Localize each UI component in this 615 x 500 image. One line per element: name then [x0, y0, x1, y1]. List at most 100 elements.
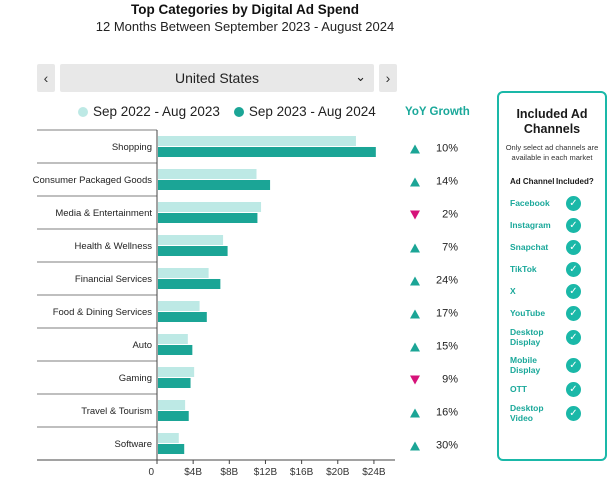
category-label: Auto: [132, 340, 152, 351]
channel-name: Instagram: [510, 220, 551, 230]
channel-row: X ✓: [499, 283, 605, 299]
legend-swatch-curr: [233, 106, 244, 117]
check-circle-icon: ✓: [566, 381, 581, 397]
category-label: Media & Entertainment: [55, 208, 152, 219]
channel-name: Mobile Display: [510, 355, 541, 375]
chevron-right-icon: ›: [385, 70, 391, 86]
next-country-button[interactable]: ›: [379, 64, 397, 92]
x-tick-label: 0: [148, 467, 154, 478]
bar-curr-period: [158, 411, 189, 421]
yoy-growth-value: 9%: [442, 374, 458, 386]
channel-row: Desktop Display ✓: [499, 325, 605, 349]
check-circle-icon: ✓: [566, 261, 581, 277]
bar-curr-period: [158, 312, 207, 322]
bar-prev-period: [158, 367, 195, 377]
panel-header-row: Ad Channel Included?: [499, 177, 605, 187]
bar-prev-period: [158, 400, 186, 410]
growth-up-arrow-icon: [410, 309, 420, 319]
bar-prev-period: [158, 202, 262, 212]
bar-prev-period: [158, 334, 188, 344]
channel-name: YouTube: [510, 308, 546, 318]
channel-row: Facebook ✓: [499, 195, 605, 211]
category-label: Gaming: [119, 373, 152, 384]
category-label: Financial Services: [75, 274, 152, 285]
previous-country-button[interactable]: ‹: [37, 64, 55, 92]
yoy-growth-value: 2%: [442, 209, 458, 221]
x-tick-label: $16B: [290, 467, 314, 478]
growth-up-arrow-icon: [410, 243, 420, 253]
channel-name: X: [510, 286, 516, 296]
bar-prev-period: [158, 136, 356, 146]
x-tick-label: $8B: [220, 467, 238, 478]
legend-label-curr: Sep 2023 - Aug 2024: [248, 104, 376, 119]
chart-title: Top Categories by Digital Ad Spend: [130, 2, 360, 17]
growth-up-arrow-icon: [410, 276, 420, 286]
channel-name: Desktop Display: [510, 327, 544, 347]
legend-swatch-prev: [78, 106, 88, 117]
bar-prev-period: [158, 301, 200, 311]
check-circle-icon: ✓: [566, 305, 581, 321]
check-circle-icon: ✓: [566, 239, 581, 255]
channel-name: OTT: [510, 384, 527, 394]
yoy-growth-header: YoY Growth: [405, 106, 470, 118]
growth-up-arrow-icon: [410, 408, 420, 418]
yoy-growth-value: 10%: [436, 143, 458, 155]
selected-country: United States: [174, 70, 260, 86]
yoy-growth-value: 17%: [436, 308, 458, 320]
col-header-included: Included?: [556, 177, 594, 186]
bar-curr-period: [158, 213, 258, 223]
chart-legend: Sep 2022 - Aug 2023 Sep 2023 - Aug 2024: [78, 104, 384, 119]
bar-prev-period: [158, 433, 179, 443]
channel-row: YouTube ✓: [499, 305, 605, 321]
growth-down-arrow-icon: [410, 375, 420, 385]
channel-row: Instagram ✓: [499, 217, 605, 233]
growth-up-arrow-icon: [410, 144, 420, 154]
channel-row: OTT ✓: [499, 381, 605, 397]
x-tick-label: $12B: [254, 467, 278, 478]
check-circle-icon: ✓: [566, 405, 581, 421]
channel-row: TikTok ✓: [499, 261, 605, 277]
bar-prev-period: [158, 169, 257, 179]
channel-name: Facebook: [510, 198, 550, 208]
panel-title: Included Ad Channels: [516, 107, 588, 136]
legend-label-prev: Sep 2022 - Aug 2023: [93, 104, 220, 119]
x-tick-label: $20B: [326, 467, 350, 478]
x-tick-label: $4B: [184, 467, 202, 478]
col-header-channel: Ad Channel: [510, 177, 555, 186]
growth-up-arrow-icon: [410, 177, 420, 187]
growth-up-arrow-icon: [410, 441, 420, 451]
panel-note: Only select ad channels are available in…: [505, 143, 599, 162]
growth-up-arrow-icon: [410, 342, 420, 352]
x-tick-label: $24B: [362, 467, 386, 478]
category-label: Food & Dining Services: [53, 307, 153, 318]
yoy-growth-value: 24%: [436, 275, 458, 287]
channel-row: Desktop Video ✓: [499, 401, 605, 425]
bar-curr-period: [158, 345, 193, 355]
bar-chart: 0 $4B $8B $12B $16B $20B $24B Shopping 10% Consum…: [33, 129, 458, 478]
check-circle-icon: ✓: [566, 357, 581, 373]
bar-curr-period: [158, 378, 191, 388]
included-channels-panel: Included Ad Channels Only select ad chan…: [497, 91, 607, 461]
channel-name: Snapchat: [510, 242, 549, 252]
check-circle-icon: ✓: [566, 283, 581, 299]
channel-name: Desktop Video: [510, 403, 544, 423]
check-circle-icon: ✓: [566, 195, 581, 211]
category-label: Shopping: [112, 142, 152, 153]
yoy-growth-value: 16%: [436, 407, 458, 419]
chevron-down-icon: ⌄: [355, 69, 366, 84]
country-select[interactable]: United States ⌄: [60, 64, 374, 92]
growth-down-arrow-icon: [410, 210, 420, 220]
yoy-growth-value: 7%: [442, 242, 458, 254]
chevron-left-icon: ‹: [43, 70, 49, 86]
category-label: Travel & Tourism: [81, 406, 152, 417]
check-circle-icon: ✓: [566, 217, 581, 233]
bar-curr-period: [158, 444, 185, 454]
yoy-growth-value: 30%: [436, 440, 458, 452]
category-label: Health & Wellness: [75, 241, 153, 252]
yoy-growth-value: 15%: [436, 341, 458, 353]
chart-subtitle: 12 Months Between September 2023 - Augus…: [95, 19, 395, 34]
yoy-growth-value: 14%: [436, 176, 458, 188]
bar-curr-period: [158, 180, 271, 190]
channel-list: Facebook ✓ Instagram ✓ Snapchat ✓ TikTok ✓ X ✓ You…: [499, 195, 605, 425]
bar-curr-period: [158, 246, 228, 256]
